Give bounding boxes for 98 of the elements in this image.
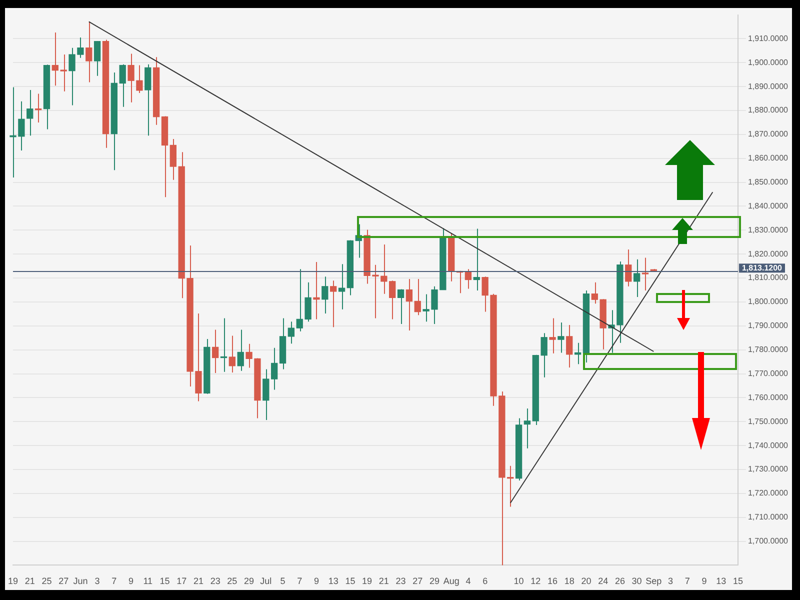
y-tick-label: 1,830.0000 — [748, 225, 789, 234]
x-tick-label: 19 — [8, 576, 18, 586]
y-tick-label: 1,710.0000 — [748, 512, 789, 522]
candlestick — [119, 64, 126, 108]
x-tick-label: 10 — [514, 576, 524, 586]
y-tick-label: 1,800.0000 — [748, 297, 789, 306]
y-tick-label: 1,780.0000 — [748, 345, 789, 354]
candlestick — [270, 347, 278, 390]
x-tick-label: 3 — [668, 576, 674, 586]
x-tick-label: 25 — [227, 576, 238, 586]
x-tick-label: 29 — [244, 576, 254, 586]
x-tick-label: 16 — [548, 576, 558, 586]
x-tick-label: 7 — [684, 576, 690, 586]
x-tick-label: 23 — [396, 576, 406, 586]
candlestick — [591, 282, 598, 304]
candlestick — [212, 329, 219, 374]
x-tick-label: 6 — [482, 576, 488, 586]
candlestick — [288, 321, 295, 344]
x-tick-label: 7 — [112, 576, 117, 586]
x-tick-label: 18 — [564, 576, 574, 586]
candlestick — [524, 408, 531, 449]
candlestick — [406, 278, 413, 331]
y-tick-label: 1,910.0000 — [748, 34, 789, 43]
candlestick — [170, 138, 176, 180]
candlestick — [397, 288, 404, 324]
candlestick — [566, 324, 573, 368]
candlestick — [330, 280, 337, 328]
candlestick — [414, 278, 421, 316]
x-tick-label: Sep — [646, 576, 662, 586]
x-tick-label: 23 — [210, 576, 220, 586]
y-tick-label: 1,820.0000 — [748, 249, 789, 258]
x-tick-label: 15 — [732, 576, 743, 586]
candlestick — [389, 280, 396, 320]
x-tick-label: 19 — [362, 576, 372, 586]
y-tick-label: 1,860.0000 — [748, 154, 789, 163]
y-tick-label: 1,770.0000 — [748, 368, 789, 378]
y-tick-label: 1,750.0000 — [748, 416, 789, 426]
x-tick-label: 9 — [314, 576, 319, 586]
y-tick-label: 1,740.0000 — [748, 440, 789, 450]
y-tick-label: 1,850.0000 — [748, 178, 789, 187]
y-tick-label: 1,720.0000 — [748, 488, 789, 498]
x-tick-label: Jun — [73, 576, 88, 586]
candlestick — [228, 335, 236, 374]
x-tick-label: 17 — [176, 576, 187, 586]
x-tick-label: 15 — [160, 576, 170, 586]
y-tick-label: 1,730.0000 — [748, 464, 789, 474]
x-tick-label: 13 — [328, 576, 338, 586]
x-tick-label: 15 — [345, 576, 356, 586]
x-tick-label: 29 — [429, 576, 440, 586]
x-tick-label: 5 — [280, 576, 286, 586]
candlestick — [94, 40, 101, 76]
x-tick-label: 11 — [143, 576, 153, 586]
y-tick-label: 1,900.0000 — [748, 58, 789, 67]
candlestick — [338, 264, 346, 310]
x-tick-label: 27 — [58, 576, 69, 586]
candlestick — [625, 249, 632, 287]
y-tick-label: 1,840.0000 — [748, 201, 789, 210]
candlestick — [262, 368, 270, 420]
x-tick-label: 4 — [466, 576, 471, 586]
x-tick-label: 21 — [378, 576, 389, 586]
x-tick-label: 3 — [94, 576, 100, 586]
y-tick-label: 1,760.0000 — [748, 392, 789, 402]
x-tick-label: Aug — [443, 576, 460, 586]
ref-line-label: 1,813.1200 — [742, 263, 783, 272]
x-tick-label: 9 — [702, 576, 707, 586]
candlestick — [549, 318, 556, 354]
x-tick-label: 12 — [530, 576, 541, 586]
candlestick — [313, 262, 320, 320]
candlestick — [464, 268, 472, 290]
y-tick-label: 1,790.0000 — [748, 321, 789, 330]
y-tick-label: 1,870.0000 — [748, 130, 789, 139]
candlestick — [237, 329, 244, 372]
candlestick — [60, 54, 67, 92]
x-tick-label: Jul — [260, 576, 272, 586]
x-tick-label: 7 — [297, 576, 302, 586]
y-tick-label: 1,700.0000 — [748, 536, 789, 546]
x-tick-label: 27 — [412, 576, 423, 586]
candlestick — [86, 21, 92, 83]
x-tick-label: 13 — [716, 576, 726, 586]
y-tick-label: 1,810.0000 — [748, 273, 789, 282]
candlestick — [642, 257, 649, 291]
candlestick — [144, 64, 152, 136]
candlestick — [473, 228, 480, 291]
x-tick-label: 24 — [598, 576, 608, 586]
candlestick — [52, 32, 58, 86]
candlestick — [633, 258, 640, 298]
candlestick — [322, 276, 328, 314]
candlestick — [558, 322, 564, 354]
x-tick-label: 26 — [614, 576, 625, 586]
x-tick-label: 25 — [42, 576, 52, 586]
candlestick — [26, 89, 34, 136]
x-tick-label: 30 — [632, 576, 642, 586]
y-tick-label: 1,880.0000 — [748, 106, 789, 115]
x-tick-label: 21 — [24, 576, 35, 586]
x-tick-label: 9 — [128, 576, 134, 586]
x-tick-label: 21 — [193, 576, 204, 586]
y-tick-label: 1,890.0000 — [748, 82, 789, 91]
x-tick-label: 20 — [581, 576, 592, 586]
